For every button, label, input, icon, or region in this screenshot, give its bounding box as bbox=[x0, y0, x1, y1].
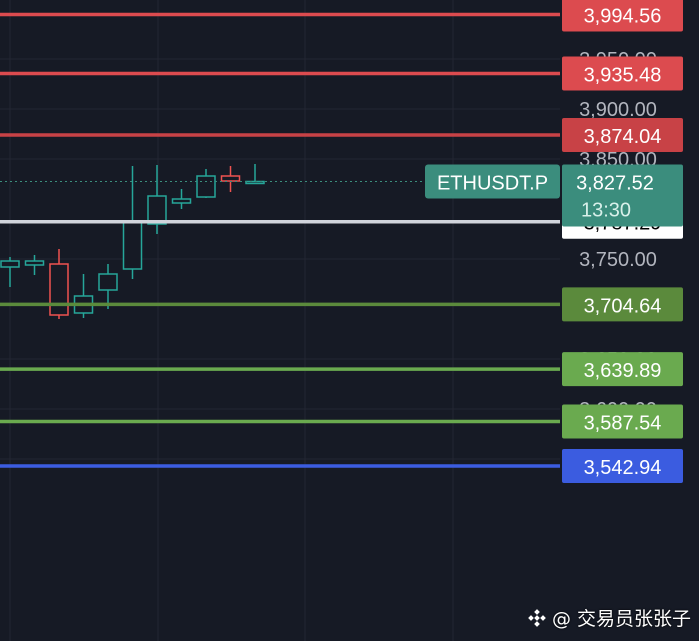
candle-body bbox=[98, 273, 118, 291]
price-level-tag[interactable] bbox=[562, 117, 683, 152]
price-level-tag-label: 3,704.64 bbox=[584, 295, 662, 317]
price-level-tag-label: 3,935.48 bbox=[584, 65, 662, 87]
price-level-tag[interactable] bbox=[562, 56, 683, 91]
last-price-label: 3,827.52 bbox=[576, 172, 654, 194]
price-level-tag-label: 3,874.04 bbox=[584, 126, 662, 148]
price-level-tag-label: 3,587.54 bbox=[584, 412, 662, 434]
symbol-tag[interactable] bbox=[425, 164, 560, 199]
candle-body bbox=[122, 221, 143, 270]
y-axis-tick-label: 3,750.00 bbox=[579, 249, 657, 271]
candle-body bbox=[220, 175, 241, 182]
price-level-tag[interactable] bbox=[562, 449, 683, 484]
candle-body bbox=[24, 260, 45, 266]
price-level-tag[interactable] bbox=[562, 404, 683, 439]
price-level-tag[interactable] bbox=[562, 0, 683, 32]
watermark: @ 交易员张张子 bbox=[528, 604, 691, 631]
candle-body bbox=[0, 260, 20, 268]
price-level-tag[interactable] bbox=[562, 352, 683, 387]
price-level-tag-label: 3,994.56 bbox=[584, 5, 662, 27]
candle-body bbox=[196, 175, 216, 198]
price-level-tag-label: 3,542.94 bbox=[584, 457, 662, 479]
binance-logo-icon bbox=[528, 608, 546, 627]
symbol-label: ETHUSDT.P bbox=[437, 172, 548, 194]
candle-body bbox=[49, 263, 69, 316]
countdown-label: 13:30 bbox=[581, 199, 631, 221]
price-level-tag-label: 3,639.89 bbox=[584, 360, 662, 382]
last-price-tag[interactable] bbox=[562, 164, 683, 227]
price-level-tag[interactable] bbox=[562, 287, 683, 322]
candle-body bbox=[171, 198, 192, 204]
y-axis-tick-label: 3,900.00 bbox=[579, 99, 657, 121]
watermark-text: @ 交易员张张子 bbox=[551, 608, 691, 630]
candle-body bbox=[147, 195, 167, 225]
